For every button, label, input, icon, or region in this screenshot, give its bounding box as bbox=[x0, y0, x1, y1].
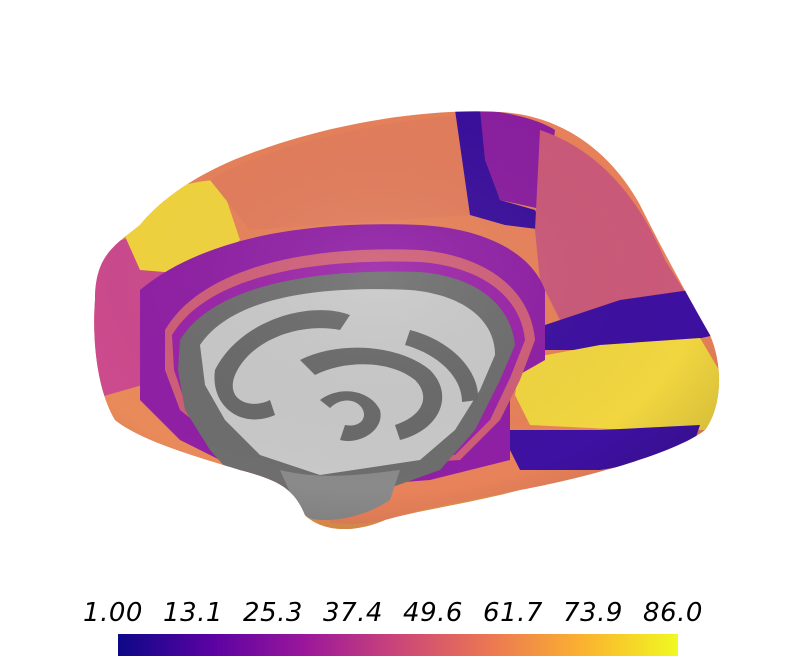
colorbar-tick-label: 61.7 bbox=[483, 598, 543, 628]
colorbar-tick-label: 25.3 bbox=[243, 598, 303, 628]
colorbar-tick-label: 13.1 bbox=[163, 598, 223, 628]
colorbar-tick-labels: 1.00 13.1 25.3 37.4 49.6 61.7 73.9 86.0 bbox=[70, 598, 730, 634]
colorbar-tick-label: 37.4 bbox=[323, 598, 383, 628]
colorbar bbox=[118, 634, 678, 656]
colorbar-tick-label: 49.6 bbox=[403, 598, 463, 628]
brain-surface-render bbox=[94, 111, 720, 530]
colorbar-tick-label: 73.9 bbox=[563, 598, 623, 628]
colorbar-tick-label: 86.0 bbox=[643, 598, 703, 628]
colorbar-tick-label: 1.00 bbox=[83, 598, 143, 628]
